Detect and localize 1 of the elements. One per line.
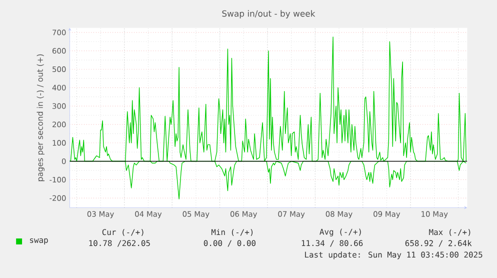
chart-title: Swap in/out - by week xyxy=(222,10,316,18)
